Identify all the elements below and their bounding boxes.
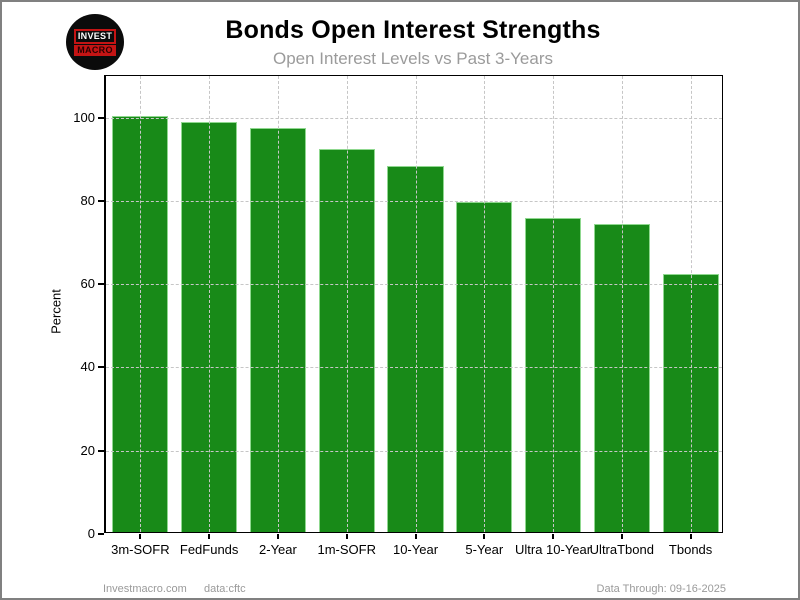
- bar-1m-SOFR: [318, 148, 375, 532]
- logo-text-macro: MACRO: [74, 44, 116, 56]
- logo-text-invest: INVEST: [73, 28, 117, 44]
- bar-10-Year: [387, 165, 444, 532]
- bar-UltraTbond: [593, 223, 650, 532]
- y-axis-tick: [98, 116, 104, 119]
- y-tick-label: 0: [87, 526, 95, 541]
- chart-title: Bonds Open Interest Strengths: [225, 16, 601, 44]
- y-tick-label: 100: [73, 109, 95, 125]
- bar-FedFunds: [181, 121, 238, 532]
- bar-Ultra 10-Year: [525, 217, 582, 532]
- plot-area: 0 20 40 60 80 100 3m-SOFR FedFunds 2-Year 1m-SOFR…: [73, 75, 723, 557]
- y-tick-label: 40: [80, 359, 95, 375]
- x-axis-tick: [276, 534, 279, 539]
- bar-Tbonds: [662, 273, 719, 532]
- chart-subtitle: Open Interest Levels vs Past 3-Years: [272, 49, 554, 68]
- x-axis-tick: [483, 534, 486, 539]
- bar-5-Year: [456, 201, 513, 532]
- footer-site: Investmacro.com: [103, 583, 187, 595]
- x-tick-label: 10-Year: [392, 542, 439, 557]
- x-tick-label: Ultra 10-Year: [514, 542, 592, 557]
- y-axis-tick: [98, 366, 104, 369]
- x-axis-tick: [139, 534, 142, 539]
- x-tick-label: Tbonds: [668, 542, 713, 557]
- footer-data-source: data:cftc: [204, 583, 246, 595]
- y-axis-tick: [98, 283, 104, 286]
- y-axis-tick: [98, 449, 104, 452]
- x-tick-label: 1m-SOFR: [317, 542, 376, 557]
- x-tick-label: 5-Year: [465, 542, 504, 557]
- y-axis-label: Percent: [48, 289, 64, 334]
- x-tick-label: UltraTbond: [589, 542, 654, 557]
- footer-data-through: Data Through: 09-16-2025: [596, 583, 726, 595]
- y-axis-tick: [98, 199, 104, 202]
- y-tick-label: 20: [80, 442, 95, 458]
- x-axis-tick: [208, 534, 211, 539]
- investmacro-logo-icon: INVEST MACRO: [66, 14, 124, 70]
- y-tick-label: 60: [80, 276, 95, 292]
- x-tick-label: FedFunds: [179, 542, 239, 557]
- x-axis-tick: [620, 534, 623, 539]
- bar-3m-SOFR: [112, 115, 169, 532]
- y-tick-label: 80: [80, 192, 95, 208]
- x-axis-tick: [689, 534, 692, 539]
- x-axis-tick: [345, 534, 348, 539]
- bars-layer: [106, 76, 722, 532]
- x-axis-tick: [414, 534, 417, 539]
- x-tick-label: 3m-SOFR: [111, 542, 170, 557]
- y-axis-tick: [98, 533, 104, 535]
- bar-2-Year: [249, 128, 306, 532]
- x-tick-label: 2-Year: [259, 542, 297, 557]
- x-axis-tick: [552, 534, 555, 539]
